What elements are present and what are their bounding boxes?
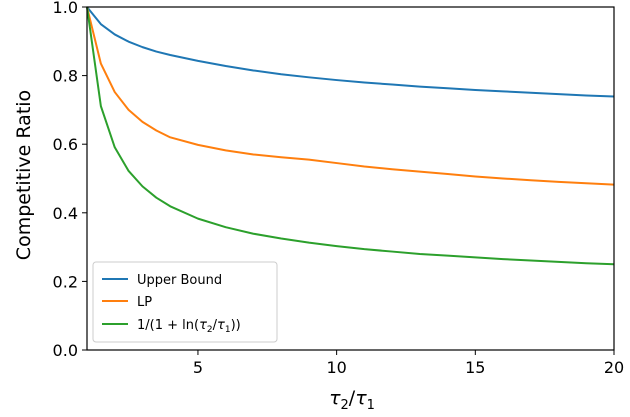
series-line-2 — [86, 6, 615, 266]
x-tick-label: 15 — [465, 358, 485, 377]
x-tick-label: 20 — [604, 358, 624, 377]
legend-label-reciprocal-log: 1/(1 + ln(τ2/τ1)) — [137, 318, 241, 335]
y-tick-label: 0.8 — [53, 67, 78, 86]
x-axis-ticks: 5 10 15 20 — [193, 350, 624, 377]
x-axis-label: τ2/τ1 — [329, 387, 375, 413]
series-line-0 — [86, 6, 615, 98]
y-axis-ticks: 0.0 0.2 0.4 0.6 0.8 1.0 — [53, 0, 87, 360]
plot-frame — [86, 6, 615, 351]
legend-label-lp: LP — [137, 295, 152, 310]
legend-label-upper-bound: Upper Bound — [137, 273, 222, 288]
legend: Upper Bound LP 1/(1 + ln(τ2/τ1)) — [92, 261, 278, 343]
y-tick-label: 1.0 — [53, 0, 78, 17]
legend-box — [92, 261, 278, 343]
y-tick-label: 0.4 — [53, 204, 78, 223]
series-line-1 — [86, 6, 615, 186]
x-tick-label: 10 — [326, 358, 346, 377]
y-tick-label: 0.2 — [53, 272, 78, 291]
y-tick-label: 0.6 — [53, 135, 78, 154]
y-tick-label: 0.0 — [53, 341, 78, 360]
y-axis-label: Competitive Ratio — [13, 90, 35, 260]
series-lines — [86, 6, 615, 266]
x-tick-label: 5 — [193, 358, 203, 377]
